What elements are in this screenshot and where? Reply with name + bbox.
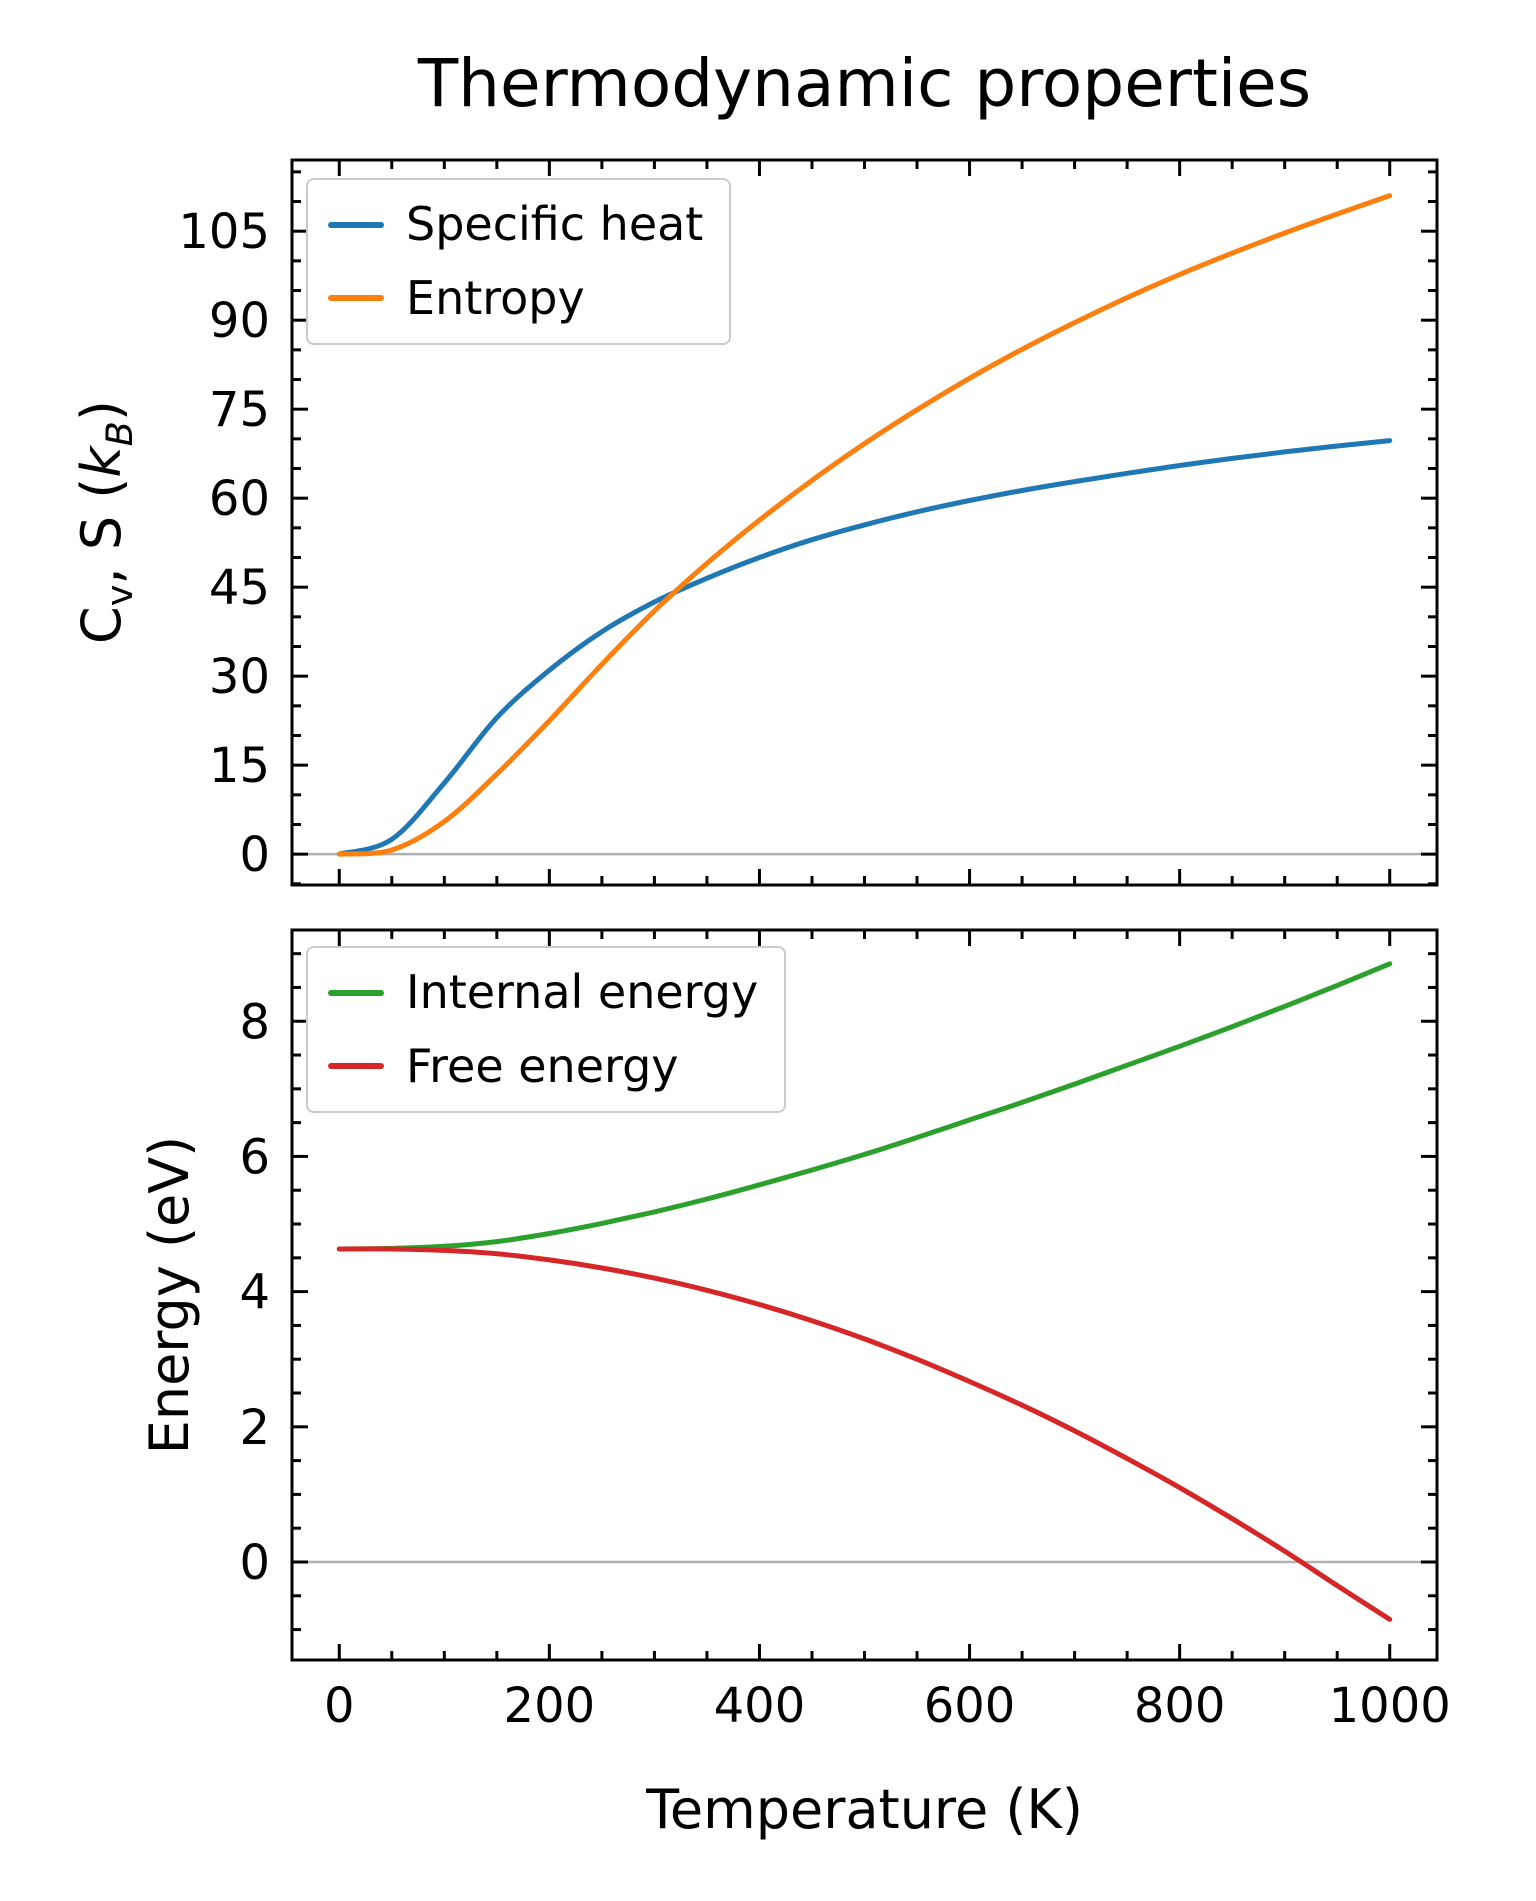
x-tick-label: 600: [924, 1678, 1016, 1734]
y-tick-label: 0: [239, 1535, 270, 1591]
y-tick-label: 75: [209, 382, 270, 438]
curve-specific-heat: [336, 438, 1393, 857]
legend-label-internal-energy: Internal energy: [406, 965, 759, 1019]
legend-item-specific-heat: Specific heat: [328, 196, 703, 254]
entropy-line-swatch: [328, 295, 384, 302]
legend-label-specific-heat: Specific heat: [406, 197, 704, 251]
x-tick-label: 800: [1134, 1678, 1226, 1734]
legend-label-entropy: Entropy: [406, 270, 585, 325]
internal-energy-line-swatch: [328, 989, 384, 996]
y-tick-label: 45: [209, 560, 270, 616]
figure-title: Thermodynamic properties: [417, 45, 1312, 122]
y-tick-label: 15: [209, 738, 270, 794]
legend-item-entropy: Entropy: [328, 270, 703, 328]
y-tick-label: 60: [209, 471, 270, 527]
legend-label-free-energy: Free energy: [406, 1038, 679, 1093]
y-tick-label: 2: [239, 1400, 270, 1456]
bottom-legend: Internal energy Free energy: [306, 946, 787, 1113]
legend-item-free-energy: Free energy: [328, 1038, 758, 1096]
y-tick-label: 6: [239, 1129, 270, 1185]
x-tick-label: 200: [504, 1678, 596, 1734]
y-tick-label: 30: [209, 649, 270, 705]
curve-entropy: [336, 193, 1393, 857]
curve-free-energy: [336, 1246, 1393, 1622]
y-tick-label: 105: [178, 204, 270, 260]
specific-heat-line-swatch: [328, 221, 384, 228]
y-tick-label: 90: [209, 293, 270, 349]
y-tick-label: 0: [239, 827, 270, 883]
x-tick-label: 400: [714, 1678, 806, 1734]
top-legend: Specific heat Entropy: [306, 178, 732, 345]
curve-internal-energy: [336, 961, 1393, 1252]
y-tick-label: 4: [239, 1265, 270, 1321]
legend-item-internal-energy: Internal energy: [328, 964, 758, 1022]
y-tick-label: 8: [239, 994, 270, 1050]
x-tick-label: 0: [324, 1678, 355, 1734]
x-tick-label: 1000: [1329, 1678, 1451, 1734]
free-energy-line-swatch: [328, 1063, 384, 1070]
x-axis-label: Temperature (K): [646, 1778, 1083, 1841]
